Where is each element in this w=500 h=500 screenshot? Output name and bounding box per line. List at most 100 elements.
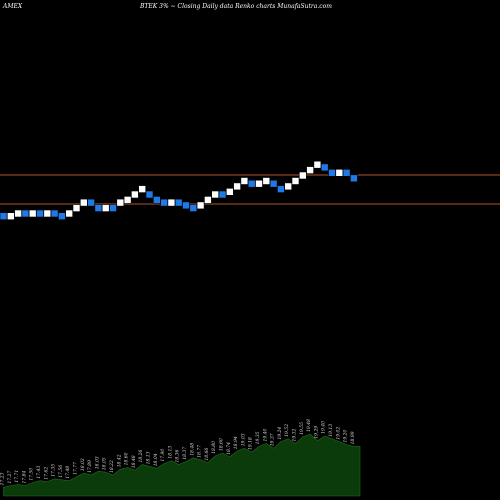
volume-label: 19.13 [328,424,334,437]
renko-brick-down [277,185,285,193]
renko-brick-up [14,209,22,218]
renko-brick-down [50,209,59,218]
renko-brick-up [167,198,176,207]
renko-brick-down [21,209,30,218]
volume-label: 19.52 [284,424,290,437]
renko-bricks [0,160,358,220]
renko-brick-up [313,160,322,169]
volume-label: 18.22 [109,460,115,473]
volume-label: 17.56 [58,465,64,478]
volume-label: 17.35 [51,464,57,477]
volume-label: 17.43 [36,466,42,479]
exchange-label: AMEX [2,3,23,10]
volume-label: 19.32 [292,428,298,441]
volume-label: 18.13 [146,451,152,464]
renko-brick-down [174,198,183,207]
renko-brick-up [196,201,205,210]
volume-label: 19.02 [335,427,341,440]
renko-brick-up [101,204,110,212]
volume-label: 18.74 [226,442,232,455]
renko-brick-up [80,198,88,207]
renko-brick-down [189,204,198,212]
volume-label: 18.99 [350,431,356,444]
renko-brick-down [328,169,336,177]
renko-brick-up [233,182,241,191]
volume-label: 17.84 [21,470,27,483]
volume-label: 19.55 [299,422,305,435]
renko-brick-up [240,177,249,185]
volume-label: 19.35 [255,431,261,444]
volume-label: 17.71 [14,470,20,483]
renko-brick-up [262,177,271,185]
volume-label: 19.24 [277,427,283,440]
renko-brick-down [269,179,278,188]
renko-brick-down [320,163,329,172]
renko-brick-down [342,169,351,177]
volume-label: 17.50 [29,468,35,481]
volume-label: 19.40 [262,428,268,441]
volume-label: 18.42 [116,454,122,467]
renko-brick-up [226,188,234,196]
renko-brick-down [36,209,44,218]
renko-brick-down [145,190,154,199]
volume-label: 19.37 [270,433,276,446]
volume-label: 18.77 [197,445,203,458]
renko-brick-up [116,198,125,207]
renko-brick-down [87,198,95,207]
renko-brick-up [284,182,293,191]
renko-brick-down [58,212,66,220]
renko-brick-up [28,209,37,218]
volume-label: 18.04 [153,453,159,466]
renko-brick-up [131,190,139,199]
volume-label: 18.60 [219,438,225,451]
volume-label: 19.18 [248,437,254,450]
volume-label: 18.05 [102,457,108,470]
renko-brick-down [218,190,227,199]
volume-label: 18.37 [182,447,188,460]
volume-label: 17.89 [87,460,93,473]
volume-label: 18.48 [131,455,137,468]
renko-brick-up [211,190,219,199]
volume-label: 17.27 [7,470,13,483]
renko-brick-up [335,169,344,177]
renko-brick-down [94,204,103,212]
renko-brick-down [182,201,190,210]
renko-brick-up [306,166,314,174]
renko-brick-up [291,177,300,185]
renko-brick-up [72,204,81,212]
renko-brick-up [65,209,73,218]
volume-label: 18.02 [80,458,86,471]
renko-brick-up [255,179,263,188]
volume-label: 18.66 [204,448,210,461]
volume-label: 19.29 [313,426,319,439]
volume-area [3,433,361,497]
renko-brick-down [109,204,117,212]
volume-label: 18.26 [138,449,144,462]
volume-label: 19.03 [240,433,246,446]
renko-brick-up [138,185,146,193]
volume-label: 18.36 [175,449,181,462]
renko-brick-down [350,174,358,183]
volume-label: 17.77 [73,462,79,475]
volume-label: 18.60 [124,452,130,465]
renko-brick-up [123,196,132,204]
renko-brick-up [204,196,212,204]
volume-label: 17.90 [160,449,166,462]
volume-label: 19.20 [343,429,349,442]
volume-label: 18.48 [189,443,195,456]
renko-brick-down [0,212,8,220]
chart-title: BTEK 3% ~ Closing Daily data Renko chart… [139,3,332,10]
renko-brick-up [7,212,15,220]
volume-label: 18.80 [211,441,217,454]
renko-brick-down [160,198,168,207]
renko-brick-up [43,209,52,218]
volume-label: 18.94 [233,436,239,449]
renko-brick-up [298,171,307,180]
renko-brick-down [153,196,161,204]
volume-label: 17.62 [43,467,49,480]
volume-label: 19.40 [321,421,327,434]
renko-brick-down [247,179,256,188]
volume-label: 17.23 [0,472,6,485]
